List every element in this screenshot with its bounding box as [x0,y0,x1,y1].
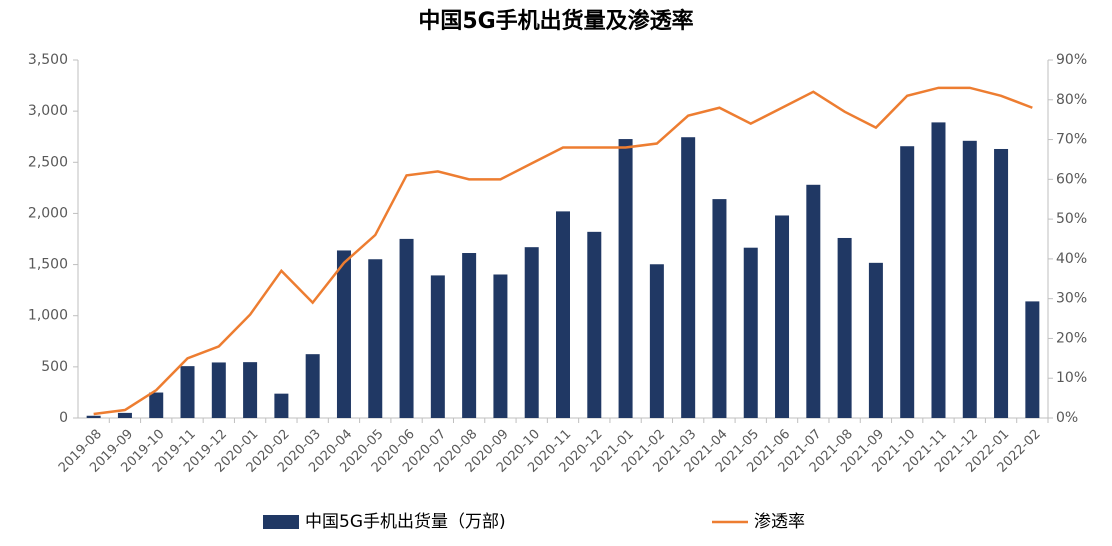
y2-tick-label: 60% [1056,171,1087,187]
bar [931,122,946,418]
bar [775,215,790,418]
bar [180,366,195,418]
bar [962,140,977,418]
y-tick-label: 3,500 [28,52,68,68]
y2-tick-label: 50% [1056,211,1087,227]
bar [681,137,696,418]
bar [868,262,883,418]
y2-tick-label: 40% [1056,251,1087,267]
bar [336,250,351,418]
bar [1025,301,1040,418]
bar [305,354,320,418]
bar [900,146,915,418]
bar [837,237,852,418]
y2-tick-label: 30% [1056,291,1087,307]
bar [211,362,226,418]
bar [994,148,1009,418]
y2-tick-label: 90% [1056,52,1087,68]
y-tick-label: 0 [59,410,68,426]
bar [556,211,570,418]
bar [117,412,132,418]
bar [86,415,101,418]
y2-tick-label: 20% [1056,330,1087,346]
bar [274,393,289,418]
bar [399,238,414,418]
legend-label: 渗透率 [754,512,805,532]
bar [430,275,445,418]
y-tick-label: 1,000 [28,308,68,324]
bar [712,199,727,418]
y-tick-label: 3,000 [28,103,68,119]
bar [743,247,758,418]
bar [149,392,164,418]
y-tick-label: 1,500 [28,257,68,273]
y-tick-label: 2,500 [28,154,68,170]
bar [243,362,258,418]
bar [368,259,383,418]
legend-label: 中国5G手机出货量（万部) [305,512,506,532]
chart-title: 中国5G手机出货量及渗透率 [418,8,693,34]
y-tick-label: 2,000 [28,205,68,221]
bar [462,253,477,418]
y2-tick-label: 70% [1056,132,1087,148]
y2-tick-label: 10% [1056,370,1087,386]
legend-swatch [263,515,299,529]
bar [524,247,539,418]
line [93,86,1033,416]
bar [493,274,508,418]
bar [806,184,821,418]
y2-tick-label: 80% [1056,92,1087,108]
bar [649,264,664,418]
bar [618,139,633,418]
y-tick-label: 500 [41,359,68,375]
bar [587,231,602,418]
y2-tick-label: 0% [1056,410,1078,426]
